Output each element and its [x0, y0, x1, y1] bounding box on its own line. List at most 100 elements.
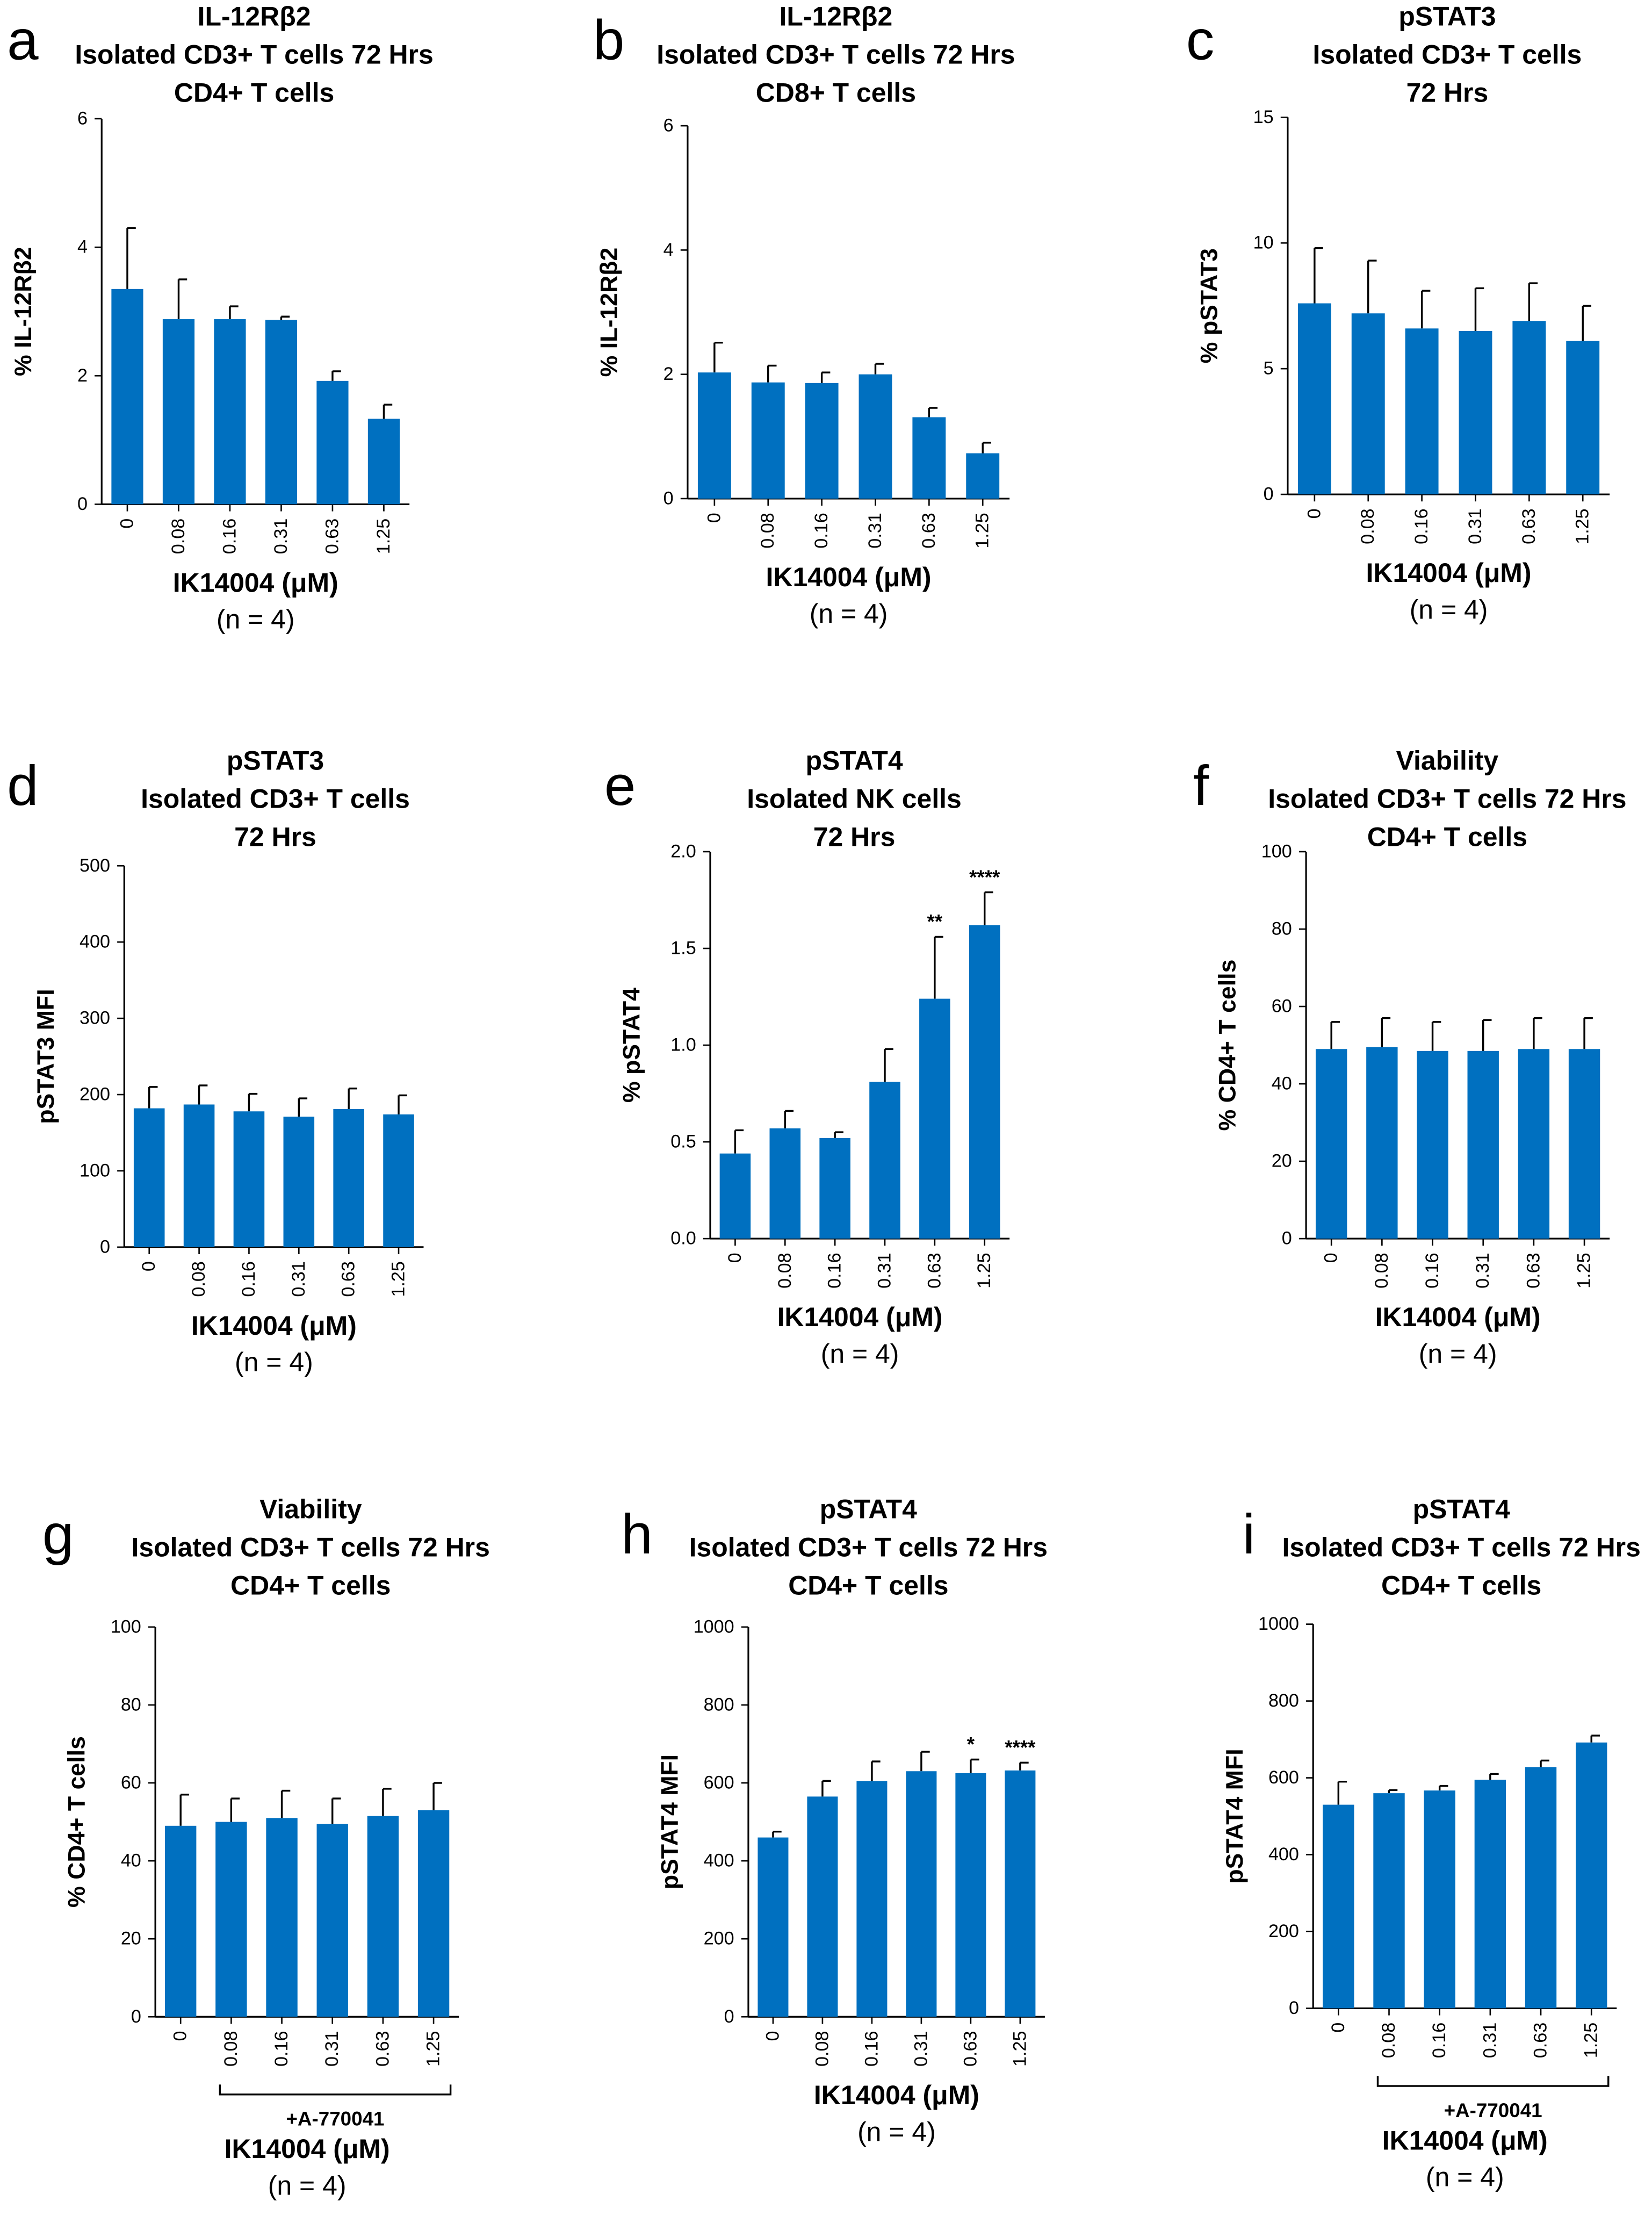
bar [919, 998, 950, 1239]
chart-title-line: CD4+ T cells [174, 77, 334, 107]
bar [1405, 328, 1439, 495]
chart-title-line: pSTAT3 [1398, 1, 1496, 31]
bar [283, 1117, 315, 1247]
x-tick-label: 0.63 [919, 513, 939, 548]
panel-b: b IL-12Rβ2 Isolated CD3+ T cells 72 Hrs CD8… [593, 1, 1015, 629]
y-tick-label: 0 [1264, 484, 1274, 505]
sample-size-note: (n = 4) [857, 2117, 936, 2147]
x-tick-label: 0.08 [189, 1261, 209, 1297]
chart-title-line: IL-12Rβ2 [198, 1, 311, 31]
y-axis-label: % pSTAT4 [619, 988, 645, 1103]
y-tick-label: 0 [724, 2006, 734, 2027]
x-tick-label: 0.16 [1429, 2023, 1449, 2058]
bar [1467, 1051, 1499, 1239]
bar [316, 1824, 348, 2017]
sample-size-note: (n = 4) [810, 599, 888, 629]
x-tick-label: 0 [1328, 2023, 1348, 2033]
bar [266, 1818, 298, 2017]
bar [719, 1153, 751, 1239]
x-tick-label: 0.63 [960, 2031, 980, 2067]
y-tick-label: 800 [704, 1694, 734, 1715]
bar [1518, 1049, 1550, 1239]
x-tick-label: 0.16 [239, 1261, 259, 1297]
y-tick-label: 0 [1289, 1998, 1299, 2018]
x-tick-label: 1.25 [974, 1253, 994, 1288]
chart-title-line: CD4+ T cells [1381, 1570, 1541, 1600]
bar [1576, 1742, 1607, 2009]
bar [807, 1796, 838, 2017]
x-tick-label: 0.31 [911, 2031, 931, 2067]
bar [1297, 303, 1331, 495]
x-tick-label: 0.63 [1519, 508, 1539, 544]
y-axis-label: % IL-12Rβ2 [10, 247, 37, 376]
sample-size-note: (n = 4) [1419, 1339, 1497, 1369]
y-tick-label: 15 [1253, 107, 1274, 127]
bar [367, 419, 400, 505]
y-tick-label: 4 [77, 237, 88, 257]
y-tick-label: 100 [80, 1160, 110, 1181]
bar [214, 319, 246, 505]
bracket-label: +A-770041 [1444, 2099, 1542, 2121]
y-tick-label: 100 [1261, 841, 1292, 861]
bar [869, 1082, 900, 1239]
bar [859, 374, 892, 499]
x-tick-label: 0.16 [271, 2031, 292, 2067]
panel-letter: h [621, 1503, 652, 1566]
chart-title-line: pSTAT3 [227, 746, 324, 776]
bar [215, 1822, 247, 2017]
y-tick-label: 400 [704, 1851, 734, 1871]
bar [769, 1128, 801, 1239]
chart-title-line: 72 Hrs [234, 822, 316, 852]
panel-letter: c [1186, 9, 1215, 72]
y-tick-label: 2.0 [670, 841, 696, 861]
y-tick-label: 60 [121, 1773, 141, 1793]
bar [955, 1773, 986, 2017]
y-tick-label: 40 [121, 1851, 141, 1871]
x-axis-label: IK14004 (μM) [814, 2080, 979, 2110]
y-tick-label: 20 [121, 1929, 141, 1949]
chart-title-line: IL-12Rβ2 [779, 1, 892, 31]
bar [133, 1108, 165, 1247]
y-tick-label: 1.5 [670, 938, 696, 959]
bar [1417, 1051, 1448, 1239]
bracket-label: +A-770041 [286, 2108, 384, 2130]
x-tick-label: 0.16 [861, 2031, 882, 2067]
x-tick-label: 0.31 [1480, 2023, 1500, 2058]
panel-a: a IL-12Rβ2 Isolated CD3+ T cells 72 Hrs CD4… [7, 1, 434, 634]
x-tick-label: 1.25 [373, 519, 394, 554]
bar [758, 1837, 789, 2017]
y-tick-label: 400 [80, 932, 110, 952]
sample-size-note: (n = 4) [821, 1339, 899, 1369]
x-tick-label: 1.25 [972, 513, 993, 548]
bar [912, 417, 946, 499]
x-tick-label: 0.63 [338, 1261, 359, 1297]
x-tick-label: 0.63 [322, 519, 342, 554]
sample-size-note: (n = 4) [268, 2170, 347, 2200]
x-tick-label: 0.08 [1358, 508, 1378, 544]
significance-marker: **** [1005, 1737, 1036, 1759]
bar [1459, 330, 1492, 495]
x-tick-label: 0.63 [1523, 1253, 1543, 1288]
y-tick-label: 200 [1268, 1921, 1299, 1941]
y-tick-label: 2 [663, 364, 674, 384]
x-tick-label: 1.25 [1574, 1253, 1595, 1288]
y-tick-label: 400 [1268, 1844, 1299, 1865]
chart-title-line: Isolated NK cells [747, 784, 962, 814]
y-tick-label: 1000 [694, 1616, 734, 1637]
y-tick-label: 40 [1272, 1074, 1292, 1094]
x-tick-label: 0.31 [271, 519, 291, 554]
x-tick-label: 0.16 [825, 1253, 845, 1288]
x-tick-label: 0.63 [924, 1253, 944, 1288]
y-tick-label: 200 [80, 1084, 110, 1105]
y-axis-label: % pSTAT3 [1196, 248, 1223, 363]
chart-title-line: pSTAT4 [1413, 1494, 1510, 1524]
bar [417, 1810, 450, 2017]
x-tick-label: 0.63 [1531, 2023, 1551, 2058]
y-tick-label: 0 [663, 488, 674, 508]
chart-title-line: CD8+ T cells [756, 77, 916, 107]
bar [1351, 313, 1385, 495]
bar [164, 1825, 197, 2017]
x-tick-label: 0.08 [168, 519, 189, 554]
x-tick-label: 0.31 [1465, 508, 1485, 544]
